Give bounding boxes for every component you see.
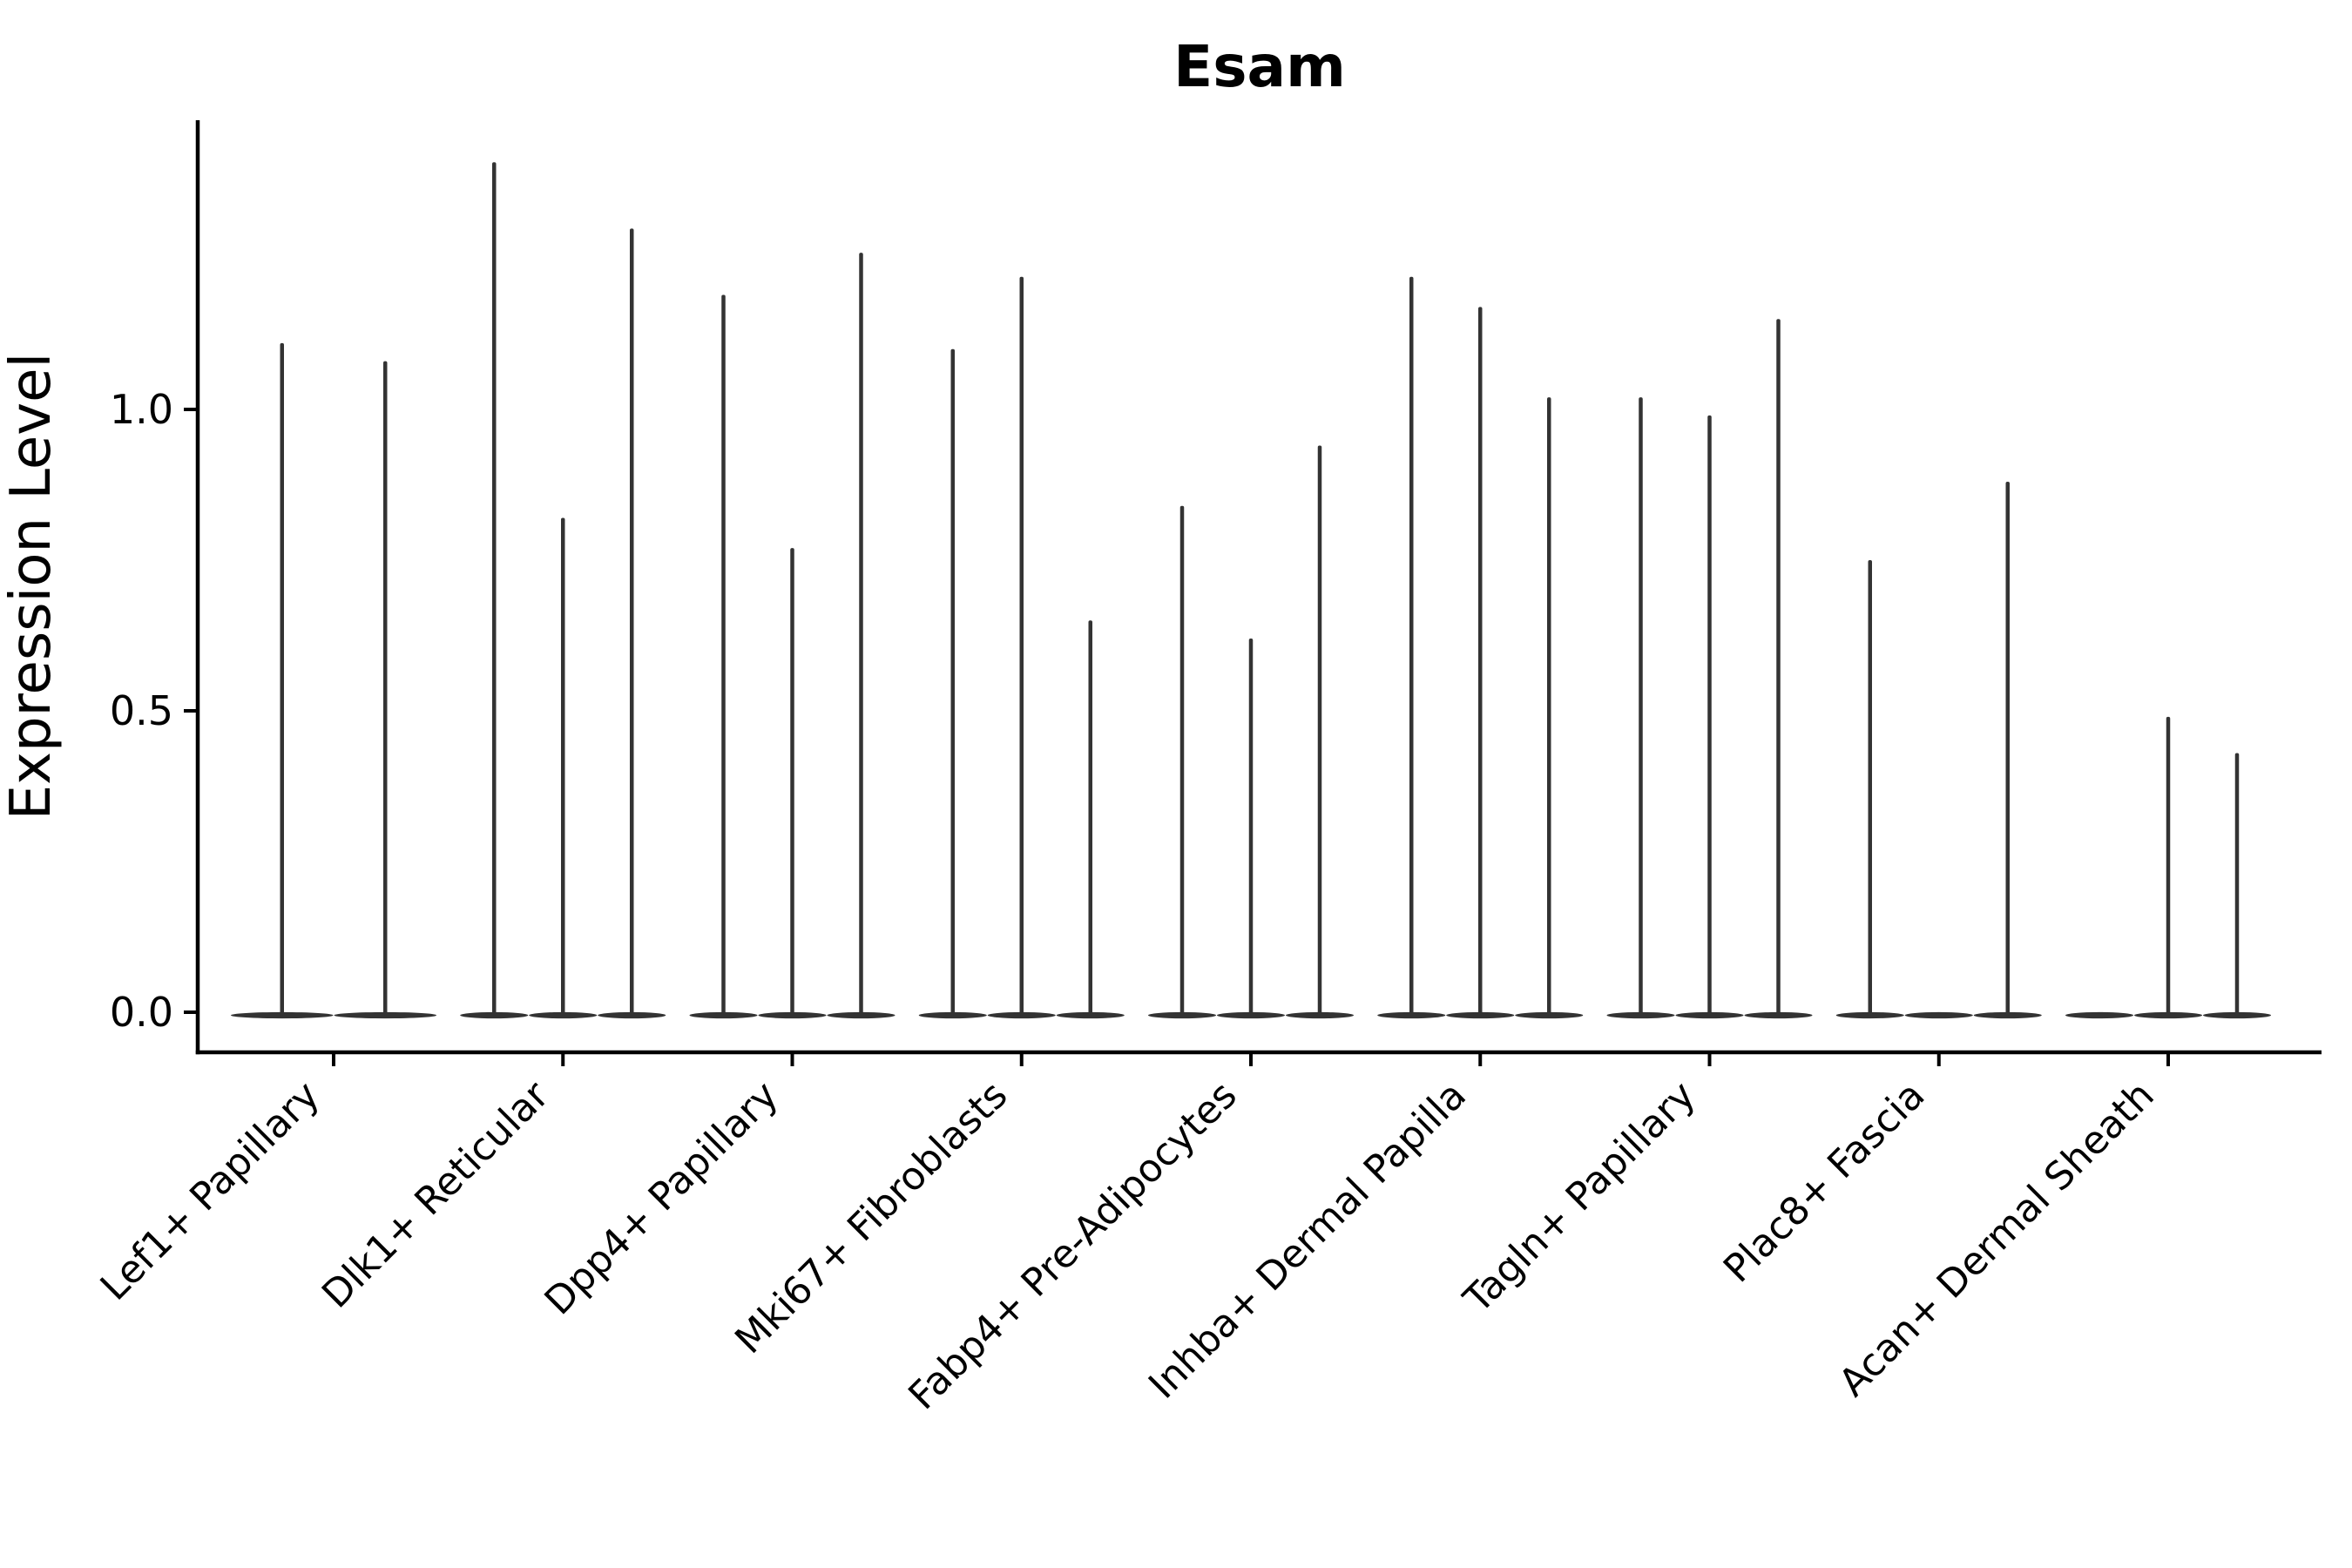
violin-spike bbox=[1868, 560, 1872, 1016]
violin-spike bbox=[2166, 716, 2171, 1016]
x-tick-label: Lef1+ Papillary bbox=[92, 1073, 328, 1309]
y-tick-label: 0.5 bbox=[110, 687, 173, 734]
violin-spike bbox=[790, 548, 794, 1016]
violin-base bbox=[2065, 1011, 2133, 1019]
violin-spike bbox=[1019, 276, 1024, 1016]
violin-spike bbox=[1707, 415, 1712, 1016]
violin-spike bbox=[492, 162, 497, 1016]
violin-spike bbox=[2005, 482, 2010, 1016]
violin-spike bbox=[1088, 620, 1092, 1016]
violin-spike bbox=[1317, 445, 1322, 1016]
y-tick-label: 1.0 bbox=[110, 386, 173, 433]
violin-spike bbox=[721, 294, 726, 1016]
violin-spike bbox=[1478, 307, 1483, 1016]
x-tick-label: Plac8+ Fascia bbox=[1715, 1073, 1934, 1292]
violin-spike bbox=[561, 517, 565, 1016]
chart-title: Esam bbox=[1173, 33, 1346, 100]
x-tick-label: Tagln+ Papillary bbox=[1455, 1073, 1704, 1322]
violin-spike bbox=[1248, 638, 1254, 1016]
violin-spike bbox=[630, 228, 634, 1016]
x-tick-label: Dpp4+ Papillary bbox=[537, 1073, 787, 1324]
violin-spike bbox=[1409, 276, 1414, 1016]
violin-base bbox=[1904, 1011, 1973, 1019]
violin-spike bbox=[1547, 397, 1551, 1016]
violin-spike bbox=[383, 361, 388, 1016]
violin-spike bbox=[1179, 505, 1185, 1016]
violin-spike bbox=[1639, 397, 1643, 1016]
violin-spike bbox=[280, 342, 284, 1016]
violin-spike bbox=[950, 348, 955, 1016]
y-tick-label: 0.0 bbox=[110, 989, 173, 1036]
x-tick-label: Dlk1+ Reticular bbox=[314, 1072, 558, 1317]
violin-spike bbox=[859, 253, 863, 1016]
violin-spike bbox=[1776, 319, 1781, 1016]
violin-spike bbox=[2234, 753, 2240, 1016]
